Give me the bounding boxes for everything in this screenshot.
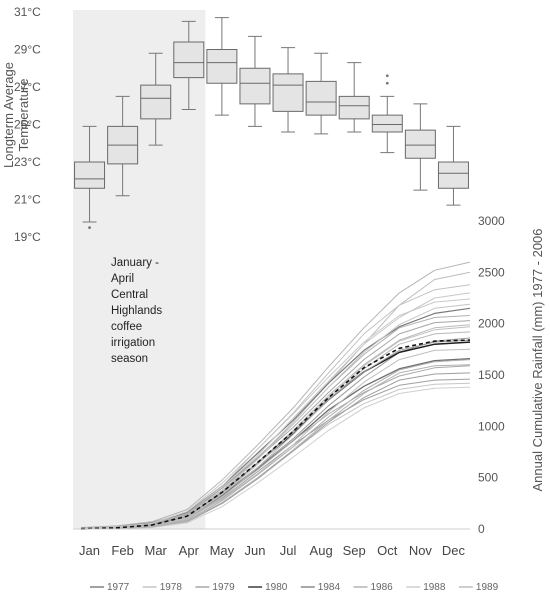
boxplot-may (206, 17, 238, 116)
annotation-line: Central (111, 289, 148, 301)
temperature-axis: 19°C 21°C 23°C 25°C 27°C 29°C 31°C Longterm Ave… (1, 5, 41, 244)
month-tick-label: Jul (280, 543, 297, 558)
temperature-tick-label: 21°C (14, 193, 41, 207)
temperature-tick-label: 19°C (14, 230, 41, 244)
rainfall-axis-title: Annual Cumulative Rainfall (mm) 1977 - 2… (530, 228, 545, 491)
box (338, 95, 370, 120)
temperature-tick-label: 23°C (14, 155, 41, 169)
irrigation-season-annotation: January - April Central Highlands coffee irri… (111, 257, 162, 365)
boxplot-nov (404, 103, 436, 191)
rainfall-axis: 0 500 1000 1500 2000 2500 3000 Annual Cumulativ… (478, 214, 545, 536)
legend-label: 1988 (423, 582, 446, 593)
temperature-axis-title-line: Temperature (16, 79, 31, 152)
month-tick-label: Jan (79, 543, 100, 558)
irrigation-season-shade (73, 10, 206, 529)
month-tick-label: Apr (179, 543, 200, 558)
rainfall-tick-label: 1000 (478, 419, 505, 433)
outlier-point (88, 226, 91, 230)
box (239, 67, 271, 105)
rainfall-tick-label: 0 (478, 522, 485, 536)
rainfall-line (80, 364, 471, 530)
rainfall-tick-label: 1500 (478, 368, 505, 382)
rainfall-line-1989 (80, 261, 471, 528)
legend-label: 1986 (371, 582, 394, 593)
legend-label: 1979 (212, 582, 235, 593)
month-tick-label: May (210, 543, 235, 558)
legend-label: 1978 (160, 582, 183, 593)
outlier-point (385, 74, 389, 78)
month-tick-label: Feb (111, 543, 133, 558)
annotation-line: January - (111, 257, 159, 269)
annotation-line: irrigation (111, 337, 155, 349)
boxplot-dec (437, 125, 469, 206)
boxplot-jun (239, 35, 271, 127)
month-tick-label: Nov (409, 543, 433, 558)
temperature-axis-title-line: Longterm Average (1, 62, 16, 168)
legend-label: 1980 (265, 582, 288, 593)
temperature-tick-label: 31°C (14, 5, 41, 19)
legend-label: 1989 (476, 582, 499, 593)
month-tick-label: Mar (145, 543, 168, 558)
box (206, 49, 238, 84)
box (173, 41, 205, 79)
temperature-boxplots (74, 17, 469, 230)
box (272, 73, 304, 112)
box (140, 84, 172, 120)
outlier-point (385, 81, 389, 85)
month-tick-label: Dec (442, 543, 466, 558)
box (305, 80, 337, 116)
rainfall-tick-label: 3000 (478, 214, 505, 228)
annotation-line: season (111, 353, 148, 365)
legend-label: 1977 (107, 582, 130, 593)
month-tick-label: Jun (244, 543, 265, 558)
rainfall-line-mean (80, 339, 471, 530)
boxplot-jul (272, 47, 304, 133)
box (371, 114, 403, 133)
rainfall-tick-label: 2000 (478, 317, 505, 331)
legend-label: 1984 (318, 582, 341, 593)
annotation-line: Highlands (111, 305, 162, 317)
boxplot-oct (371, 74, 403, 154)
boxplot-mar (140, 52, 172, 146)
temperature-tick-label: 27°C (14, 80, 41, 94)
temperature-tick-label: 29°C (14, 43, 41, 57)
temperature-axis-title: Longterm AverageTemperature (1, 62, 31, 168)
temperature-tick-label: 25°C (14, 118, 41, 132)
rainfall-tick-label: 500 (478, 471, 498, 485)
boxplot-jan (74, 125, 106, 230)
month-tick-label: Aug (310, 543, 333, 558)
boxplot-feb (107, 95, 139, 197)
annotation-line: April (111, 273, 134, 285)
boxplot-sep (338, 62, 370, 133)
boxplot-aug (305, 52, 337, 135)
box (437, 161, 469, 189)
rainfall-line (80, 298, 471, 529)
month-tick-label: Sep (343, 543, 366, 558)
boxplot-apr (173, 20, 205, 110)
annotation-line: coffee (111, 321, 142, 333)
box (74, 161, 106, 189)
month-tick-label: Oct (377, 543, 398, 558)
rainfall-series (73, 261, 471, 530)
month-axis: Jan Feb Mar Apr May Jun Jul Aug Sep Oct Nov Dec (79, 543, 465, 558)
legend: 1977 1978 1979 1980 1984 1986 1988 1989 (90, 582, 499, 593)
rainfall-tick-label: 2500 (478, 265, 505, 279)
box (404, 129, 436, 159)
